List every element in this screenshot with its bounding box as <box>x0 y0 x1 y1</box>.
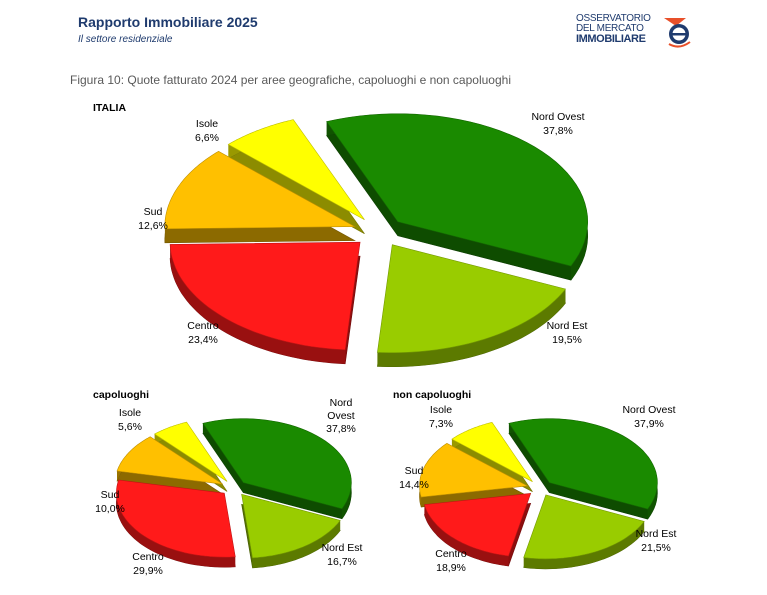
report-subtitle: Il settore residenziale <box>78 34 173 45</box>
pie-slice-wall-nord-est <box>377 289 566 367</box>
pie-label-nord-est: Nord Est 19,5% <box>547 320 588 346</box>
pie-slice-wall-centro <box>424 504 509 566</box>
pie-value-nord-ovest: 37,8% <box>326 423 356 435</box>
pie-label-sud: Sud 10,0% <box>95 489 125 515</box>
pie-value-nord-est: 19,5% <box>552 334 582 346</box>
pie-value-centro: 29,9% <box>133 565 163 577</box>
logo-line-1: OSSERVATORIO <box>576 13 651 24</box>
pie-slice-sud <box>164 150 356 230</box>
logo-line-2: DEL MERCATO <box>576 23 644 34</box>
pie-slice-nord-ovest <box>326 113 589 267</box>
omi-logo: OSSERVATORIO DEL MERCATO IMMOBILIARE <box>576 14 694 48</box>
pie-slice-nord-est <box>241 493 341 559</box>
pie-value-isole: 6,6% <box>195 132 219 144</box>
pie-value-centro: 18,9% <box>436 562 466 574</box>
pie-label-isole: Isole 5,6% <box>118 407 142 433</box>
pie-label-centro: Centro 18,9% <box>435 548 467 574</box>
pie-slice-wall-centro <box>116 480 236 568</box>
pie-value-sud: 10,0% <box>95 503 125 515</box>
pie-value-sud: 14,4% <box>399 479 429 491</box>
pie-slice-centro <box>424 493 532 557</box>
report-title: Rapporto Immobiliare 2025 <box>78 14 258 30</box>
pie-title-italia: ITALIA <box>93 102 126 114</box>
pie-value-centro: 23,4% <box>188 334 218 346</box>
pie-value-nord-ovest: 37,8% <box>543 125 573 137</box>
pie-slice-nord-ovest <box>202 418 352 510</box>
pie-value-isole: 5,6% <box>118 421 142 433</box>
pie-label-nord-est: Nord Est 16,7% <box>322 542 363 568</box>
pie-value-isole: 7,3% <box>429 418 453 430</box>
pie-value-sud: 12,6% <box>138 220 168 232</box>
pie-slice-nord-est <box>523 494 645 560</box>
figure-caption: Figura 10: Quote fatturato 2024 per aree… <box>70 73 511 87</box>
pie-slice-isole <box>451 422 533 482</box>
pie-slice-wall-nord-est <box>252 520 341 568</box>
pie-label-nord-ovest: Nord Ovest 37,9% <box>622 404 675 430</box>
pie-label-centro: Centro 29,9% <box>132 551 164 577</box>
pie-slice-wall-centro <box>170 244 346 364</box>
pie-title-non-capoluoghi: non capoluoghi <box>393 389 471 401</box>
pie-chart-non-capoluoghi: non capoluoghi Nord Ovest 37,9% Nord Est 21,… <box>393 389 676 574</box>
pie-label-nord-ovest: Nord Ovest 37,8% <box>326 397 356 435</box>
pie-slice-centro <box>169 241 361 351</box>
pie-slice-nord-ovest <box>508 418 658 510</box>
pie-slice-nord-est <box>377 244 567 353</box>
pie-label-nord-ovest: Nord Ovest 37,8% <box>531 111 584 137</box>
pie-slice-isole <box>227 119 365 220</box>
pie-slice-centro <box>116 479 236 558</box>
pie-label-centro: Centro 23,4% <box>187 320 219 346</box>
pie-label-isole: Isole 6,6% <box>195 118 219 144</box>
pie-slice-wall-nord-est <box>523 521 645 569</box>
logo-line-3: IMMOBILIARE <box>576 33 646 45</box>
logo-emblem-icon <box>664 18 691 48</box>
pie-slice-sud <box>116 436 223 485</box>
pie-label-sud: Sud 12,6% <box>138 206 168 232</box>
pie-value-nord-est: 16,7% <box>327 556 357 568</box>
pie-chart-capoluoghi: capoluoghi Nord Ovest 37,8% Nord Est 16,7% Cen… <box>93 389 362 577</box>
pie-slice-isole <box>153 421 228 482</box>
pie-title-capoluoghi: capoluoghi <box>93 389 149 401</box>
pie-chart-italia: ITALIA Nord Ovest 37,8% Nord Est 19,5% Centro… <box>93 102 589 367</box>
pie-value-nord-ovest: 37,9% <box>634 418 664 430</box>
pie-label-nord-est: Nord Est 21,5% <box>636 528 677 554</box>
pie-label-isole: Isole 7,3% <box>429 404 453 430</box>
pie-label-sud: Sud 14,4% <box>399 465 429 491</box>
pie-slice-sud <box>419 442 529 498</box>
pie-value-nord-est: 21,5% <box>641 542 671 554</box>
